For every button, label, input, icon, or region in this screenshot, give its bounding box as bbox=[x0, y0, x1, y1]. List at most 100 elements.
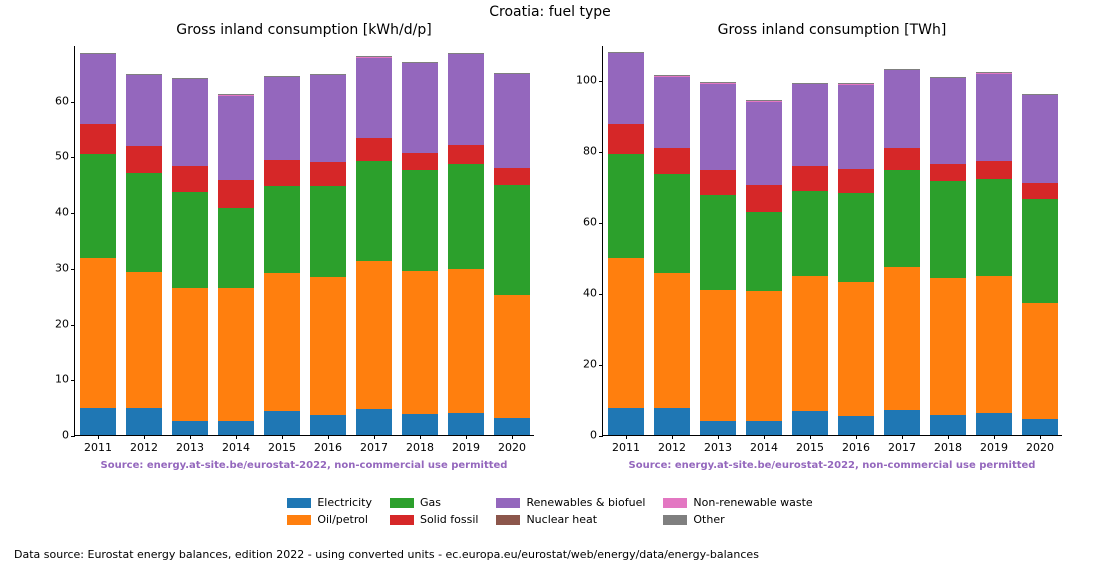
bar-segment-non_renew_waste bbox=[172, 78, 209, 79]
legend-swatch bbox=[663, 515, 687, 525]
ytick-label: 10 bbox=[55, 373, 69, 386]
bar-segment-gas bbox=[930, 181, 967, 278]
bar-segment-oil bbox=[264, 273, 301, 411]
subplot-title: Gross inland consumption [TWh] bbox=[602, 22, 1062, 38]
bar-segment-gas bbox=[1022, 199, 1059, 303]
bar-segment-gas bbox=[746, 212, 783, 291]
source-note: Source: energy.at-site.be/eurostat-2022,… bbox=[74, 460, 534, 471]
bar-segment-renewables bbox=[930, 78, 967, 165]
bar-segment-renewables bbox=[80, 53, 117, 124]
xtick-mark bbox=[328, 435, 329, 439]
xtick-mark bbox=[144, 435, 145, 439]
subplot-0: Gross inland consumption [kWh/d/p]010203… bbox=[74, 46, 534, 436]
ytick-label: 80 bbox=[583, 145, 597, 158]
bar-segment-gas bbox=[356, 161, 393, 261]
bar-segment-oil bbox=[448, 269, 485, 413]
subplot-title: Gross inland consumption [kWh/d/p] bbox=[74, 22, 534, 38]
ytick-mark bbox=[71, 157, 75, 158]
bar-segment-oil bbox=[608, 258, 645, 409]
bar-segment-solid_fossil bbox=[838, 169, 875, 192]
legend-label: Non-renewable waste bbox=[693, 496, 812, 509]
legend-swatch bbox=[663, 498, 687, 508]
bar-segment-solid_fossil bbox=[126, 146, 163, 173]
ytick-label: 60 bbox=[55, 94, 69, 107]
bar-segment-oil bbox=[884, 267, 921, 410]
xtick-mark bbox=[902, 435, 903, 439]
bar-group bbox=[838, 83, 875, 435]
bar-segment-gas bbox=[448, 164, 485, 269]
bar-segment-solid_fossil bbox=[608, 124, 645, 154]
bar-segment-gas bbox=[172, 192, 209, 288]
bar-segment-electricity bbox=[930, 415, 967, 435]
bar-segment-renewables bbox=[310, 75, 347, 162]
bar-group bbox=[792, 83, 829, 435]
bar-segment-electricity bbox=[356, 409, 393, 435]
xtick-mark bbox=[718, 435, 719, 439]
bar-segment-non_renew_waste bbox=[264, 76, 301, 77]
bar-group bbox=[310, 74, 347, 435]
legend-column: Electricity Oil/petrol bbox=[287, 496, 372, 526]
legend-item-non_renew_waste: Non-renewable waste bbox=[663, 496, 812, 509]
bar-segment-non_renew_waste bbox=[310, 74, 347, 75]
ytick-mark bbox=[71, 380, 75, 381]
xtick-mark bbox=[626, 435, 627, 439]
bar-segment-solid_fossil bbox=[172, 166, 209, 192]
legend-item-electricity: Electricity bbox=[287, 496, 372, 509]
bar-segment-renewables bbox=[976, 73, 1013, 161]
bar-segment-gas bbox=[310, 186, 347, 277]
bar-segment-non_renew_waste bbox=[838, 84, 875, 85]
bar-segment-solid_fossil bbox=[448, 145, 485, 164]
bar-segment-oil bbox=[700, 290, 737, 420]
bar-segment-oil bbox=[654, 273, 691, 409]
bar-segment-solid_fossil bbox=[494, 168, 531, 185]
bar-segment-oil bbox=[402, 271, 439, 414]
bar-segment-renewables bbox=[356, 57, 393, 137]
bar-segment-electricity bbox=[172, 421, 209, 435]
ytick-mark bbox=[599, 152, 603, 153]
legend-item-oil: Oil/petrol bbox=[287, 513, 372, 526]
xtick-label: 2020 bbox=[498, 441, 526, 454]
plot-area: 0102030405060201120122013201420152016201… bbox=[74, 46, 534, 436]
bar-segment-electricity bbox=[838, 416, 875, 436]
bar-segment-renewables bbox=[792, 84, 829, 166]
bar-segment-electricity bbox=[884, 410, 921, 435]
xtick-mark bbox=[856, 435, 857, 439]
ytick-mark bbox=[71, 213, 75, 214]
bar-segment-non_renew_waste bbox=[126, 74, 163, 75]
xtick-label: 2014 bbox=[222, 441, 250, 454]
bar-segment-renewables bbox=[402, 63, 439, 153]
bar-group bbox=[1022, 94, 1059, 435]
bar-segment-solid_fossil bbox=[654, 148, 691, 175]
bar-segment-electricity bbox=[700, 421, 737, 435]
bar-group bbox=[80, 53, 117, 435]
xtick-mark bbox=[374, 435, 375, 439]
ytick-label: 100 bbox=[576, 74, 597, 87]
bar-segment-oil bbox=[218, 288, 255, 420]
ytick-label: 0 bbox=[590, 429, 597, 442]
bar-segment-gas bbox=[264, 186, 301, 273]
legend-column: GasSolid fossil bbox=[390, 496, 478, 526]
bar-segment-renewables bbox=[746, 101, 783, 185]
bar-segment-non_renew_waste bbox=[80, 53, 117, 54]
ytick-mark bbox=[71, 325, 75, 326]
ytick-mark bbox=[71, 269, 75, 270]
xtick-label: 2016 bbox=[842, 441, 870, 454]
bar-segment-electricity bbox=[126, 408, 163, 435]
bar-segment-oil bbox=[126, 272, 163, 409]
bar-group bbox=[356, 56, 393, 435]
bar-group bbox=[930, 77, 967, 435]
bar-segment-oil bbox=[494, 295, 531, 418]
xtick-mark bbox=[190, 435, 191, 439]
bar-segment-solid_fossil bbox=[746, 185, 783, 212]
bar-segment-gas bbox=[884, 170, 921, 267]
bar-segment-electricity bbox=[218, 421, 255, 435]
legend-swatch bbox=[496, 498, 520, 508]
bar-segment-oil bbox=[746, 291, 783, 421]
ytick-label: 20 bbox=[55, 317, 69, 330]
bar-segment-oil bbox=[838, 282, 875, 416]
ytick-label: 40 bbox=[583, 287, 597, 300]
bar-segment-solid_fossil bbox=[356, 138, 393, 161]
bar-group bbox=[746, 100, 783, 435]
bar-group bbox=[402, 62, 439, 435]
bar-group bbox=[172, 78, 209, 435]
